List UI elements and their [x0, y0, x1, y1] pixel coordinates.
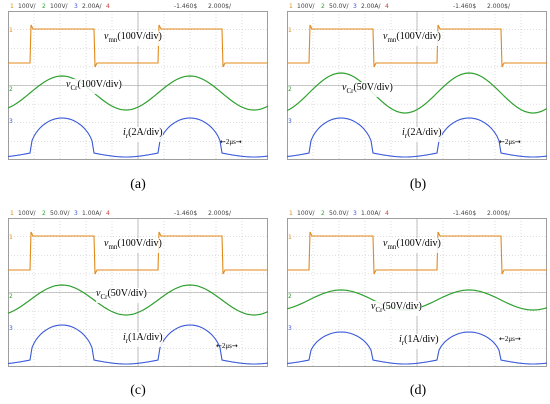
- ch3-scale: 1.00A/: [361, 210, 381, 217]
- ch2-scale: 50.0V/: [50, 210, 70, 217]
- ch1-scale: 100V/: [297, 3, 315, 10]
- delay-readout: -1.460$: [174, 210, 198, 217]
- vmn-waveform: [8, 231, 268, 275]
- scope-header: 1 100V/ 2 50.0V/ 3 2.00A/ 4 -1.460$ 2.00…: [287, 2, 547, 12]
- ch2-number: 2: [321, 210, 325, 217]
- ch1-number: 1: [10, 3, 14, 10]
- ch2-scale: 50.0V/: [329, 3, 349, 10]
- ch1-marker: 1: [9, 234, 13, 241]
- vmn-waveform: [8, 24, 268, 68]
- vcr-waveform: [287, 72, 547, 114]
- ir-waveform: [287, 331, 547, 365]
- ch3-number: 3: [74, 210, 78, 217]
- caption-b: (b): [409, 177, 427, 192]
- scope-panel-a: 1 100V/ 2 100V/ 3 2.00A/ 4 -1.460$ 2.000…: [8, 2, 268, 160]
- vcr-waveform: [8, 75, 268, 111]
- delay-readout: -1.460$: [174, 3, 198, 10]
- ch1-number: 1: [289, 210, 293, 217]
- ch4-number: 4: [106, 210, 110, 217]
- ir-waveform: [8, 117, 268, 158]
- time-marker: ←2μs→: [216, 342, 238, 350]
- time-marker: ←2μs→: [499, 138, 521, 146]
- caption-c: (c): [130, 383, 146, 398]
- ch3-number: 3: [353, 3, 357, 10]
- ch2-number: 2: [321, 3, 325, 10]
- ch3-number: 3: [74, 3, 78, 10]
- ch2-scale: 50.0V/: [329, 210, 349, 217]
- vcr-label: vCr(50V/div): [342, 82, 393, 97]
- delay-readout: -1.460$: [453, 210, 477, 217]
- delay-readout: -1.460$: [453, 3, 477, 10]
- ch2-marker: 2: [288, 293, 292, 300]
- ch1-scale: 100V/: [18, 3, 36, 10]
- ch3-marker: 3: [288, 118, 292, 125]
- ch3-marker: 3: [9, 325, 13, 332]
- ir-label: ir(2A/div): [123, 127, 163, 142]
- time-marker: ←2μs→: [220, 138, 242, 146]
- ch3-scale: 1.00A/: [82, 210, 102, 217]
- ch4-number: 4: [106, 3, 110, 10]
- ch2-scale: 100V/: [50, 3, 68, 10]
- scope-panel-d: 1 100V/ 2 50.0V/ 3 1.00A/ 4 -1.460$ 2.00…: [287, 209, 547, 367]
- timebase-readout: 2.000$/: [208, 3, 232, 10]
- ch4-number: 4: [385, 3, 389, 10]
- ch3-scale: 2.00A/: [361, 3, 381, 10]
- ir-label: ir(1A/div): [123, 332, 163, 347]
- vmn-label: vmn(100V/div): [383, 238, 441, 253]
- timebase-readout: 2.000$/: [487, 210, 511, 217]
- ch1-marker: 1: [288, 234, 292, 241]
- scope-header: 1 100V/ 2 50.0V/ 3 1.00A/ 4 -1.460$ 2.00…: [8, 209, 268, 219]
- vcr-waveform: [8, 284, 268, 316]
- vcr-label: vCr(50V/div): [371, 301, 422, 316]
- scope-header: 1 100V/ 2 100V/ 3 2.00A/ 4 -1.460$ 2.000…: [8, 2, 268, 12]
- ir-label: ir(1A/div): [399, 334, 439, 349]
- scope-header: 1 100V/ 2 50.0V/ 3 1.00A/ 4 -1.460$ 2.00…: [287, 209, 547, 219]
- ch1-marker: 1: [9, 27, 13, 34]
- timebase-readout: 2.000$/: [208, 210, 232, 217]
- vmn-waveform: [287, 231, 547, 275]
- ch2-number: 2: [42, 210, 46, 217]
- ch1-number: 1: [289, 3, 293, 10]
- ir-label: ir(2A/div): [402, 127, 442, 142]
- vcr-label: vCr(100V/div): [66, 79, 122, 94]
- ir-waveform: [287, 117, 547, 158]
- ch2-marker: 2: [288, 86, 292, 93]
- scope-panel-b: 1 100V/ 2 50.0V/ 3 2.00A/ 4 -1.460$ 2.00…: [287, 2, 547, 160]
- time-marker: ←2μs→: [499, 335, 521, 343]
- ir-waveform: [8, 324, 268, 365]
- ch2-marker: 2: [9, 293, 13, 300]
- ch1-scale: 100V/: [18, 210, 36, 217]
- vmn-waveform: [287, 24, 547, 68]
- vmn-label: vmn(100V/div): [104, 31, 162, 46]
- vmn-label: vmn(100V/div): [104, 238, 162, 253]
- caption-a: (a): [130, 177, 146, 192]
- scope-panel-c: 1 100V/ 2 50.0V/ 3 1.00A/ 4 -1.460$ 2.00…: [8, 209, 268, 367]
- timebase-readout: 2.000$/: [487, 3, 511, 10]
- ch3-marker: 3: [9, 118, 13, 125]
- vcr-label: vCr(50V/div): [96, 288, 147, 303]
- ch2-number: 2: [42, 3, 46, 10]
- ch3-number: 3: [353, 210, 357, 217]
- ch1-scale: 100V/: [297, 210, 315, 217]
- ch1-number: 1: [10, 210, 14, 217]
- vmn-label: vmn(100V/div): [383, 31, 441, 46]
- ch1-marker: 1: [288, 27, 292, 34]
- ch3-marker: 3: [288, 325, 292, 332]
- ch4-number: 4: [385, 210, 389, 217]
- ch2-marker: 2: [9, 86, 13, 93]
- ch3-scale: 2.00A/: [82, 3, 102, 10]
- caption-d: (d): [409, 383, 427, 398]
